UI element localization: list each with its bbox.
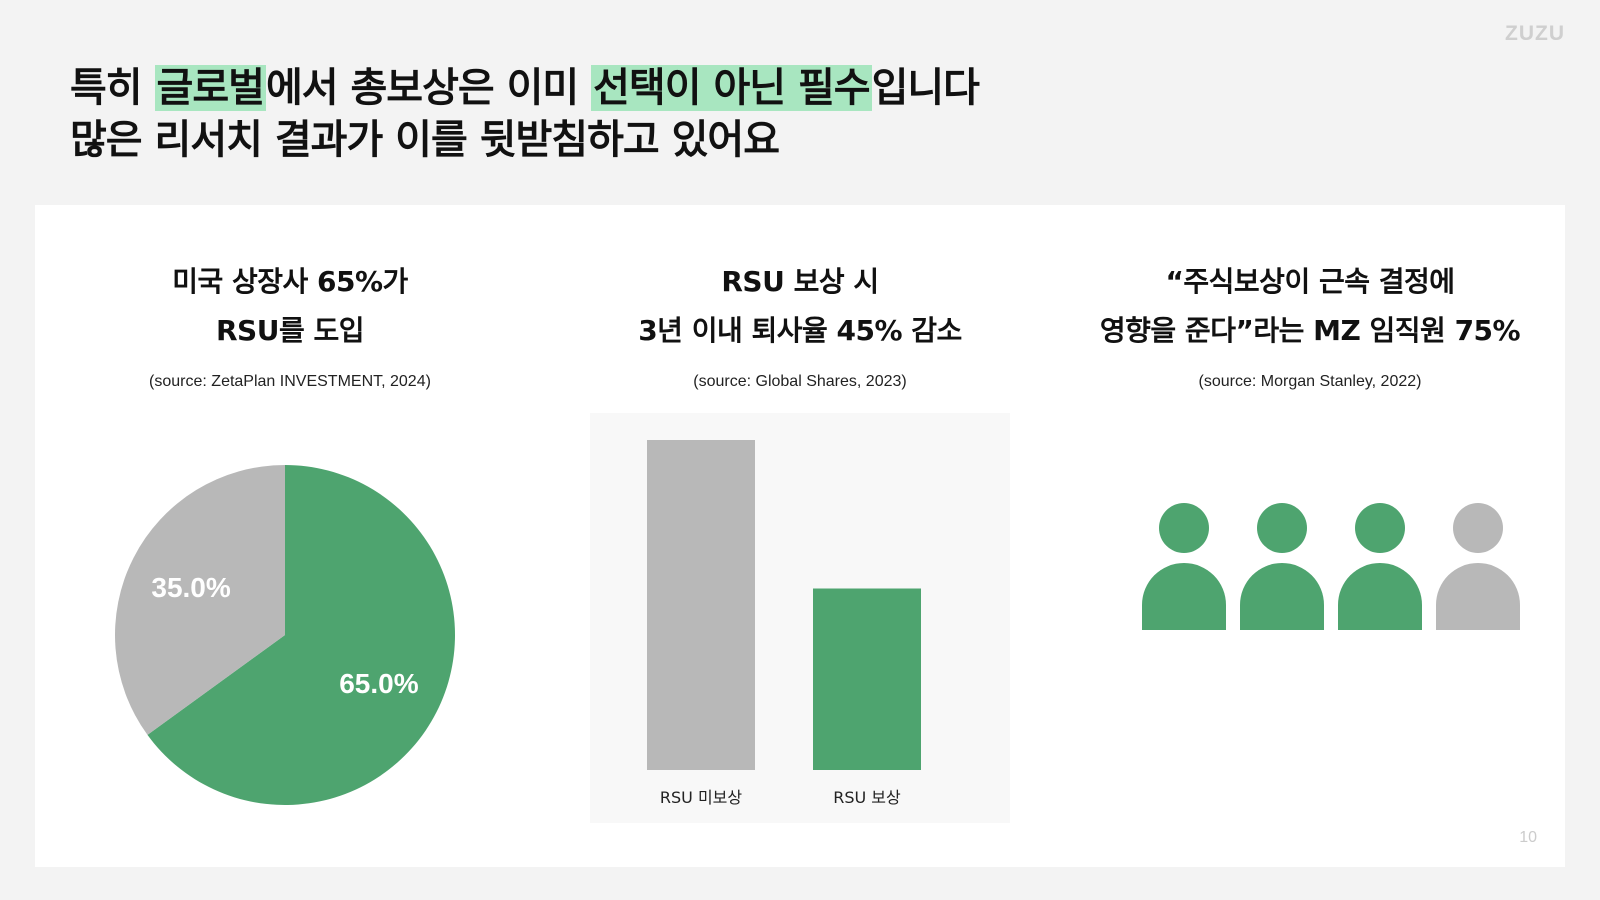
stat-title-line-1: 미국 상장사 65%가 — [172, 265, 408, 298]
person-icon-highlighted — [1142, 503, 1226, 630]
pie-slice-label: 65.0% — [339, 668, 418, 699]
pie-slice-label: 35.0% — [151, 572, 230, 603]
person-head — [1257, 503, 1307, 553]
headline-text: 입니다 — [871, 65, 980, 111]
headline-highlight: 선택이 아닌 필수 — [591, 65, 872, 111]
headline-line-2: 많은 리서치 결과가 이를 뒷받침하고 있어요 — [70, 117, 780, 163]
bar — [647, 440, 755, 770]
stat-title: 미국 상장사 65%가 RSU를 도입 — [35, 257, 545, 355]
person-head — [1355, 503, 1405, 553]
stat-title-line-1: “주식보상이 근속 결정에 — [1165, 265, 1456, 298]
headline-text: 에서 총보상은 이미 — [265, 65, 592, 111]
bar-category-label: RSU 미보상 — [660, 788, 743, 807]
person-icon-highlighted — [1338, 503, 1422, 630]
bar-category-label: RSU 보상 — [833, 788, 901, 807]
person-icon-highlighted — [1240, 503, 1324, 630]
person-body — [1436, 563, 1520, 630]
person-head — [1453, 503, 1503, 553]
rsu-adoption-pie-chart: 65.0% 35.0% — [115, 465, 455, 805]
pie-slice — [147, 465, 455, 805]
stat-column-mz-employees: “주식보상이 근속 결정에 영향을 준다”라는 MZ 임직원 75% (sour… — [1055, 205, 1565, 391]
stat-title-line-2: RSU를 도입 — [216, 314, 365, 347]
person-head — [1159, 503, 1209, 553]
person-body — [1142, 563, 1226, 630]
stat-title-line-2: 3년 이내 퇴사율 45% 감소 — [638, 314, 962, 347]
stat-title-line-2: 영향을 준다”라는 MZ 임직원 75% — [1099, 314, 1521, 347]
page-number: 10 — [1519, 829, 1537, 846]
pie-slice — [115, 465, 285, 735]
stat-source: (source: Global Shares, 2023) — [693, 373, 907, 390]
person-body — [1338, 563, 1422, 630]
turnover-bar-chart: RSU 미보상 RSU 보상 — [590, 413, 1010, 823]
stat-source: (source: ZetaPlan INVESTMENT, 2024) — [149, 373, 431, 390]
headline-line-1: 특히 글로벌에서 총보상은 이미 선택이 아닌 필수입니다 — [70, 62, 980, 114]
person-icon — [1436, 503, 1520, 630]
headline-highlight: 글로벌 — [154, 65, 266, 111]
page-headline: 특히 글로벌에서 총보상은 이미 선택이 아닌 필수입니다 많은 리서치 결과가… — [70, 62, 980, 166]
stat-source: (source: Morgan Stanley, 2022) — [1198, 373, 1422, 390]
headline-text: 특히 — [70, 65, 155, 111]
brand-logo: ZUZU — [1505, 22, 1565, 45]
stat-title-line-1: RSU 보상 시 — [721, 265, 879, 298]
stat-column-listed-companies: 미국 상장사 65%가 RSU를 도입 (source: ZetaPlan IN… — [35, 205, 545, 391]
stat-column-retention: RSU 보상 시 3년 이내 퇴사율 45% 감소 (source: Globa… — [545, 205, 1055, 391]
stat-title: RSU 보상 시 3년 이내 퇴사율 45% 감소 — [545, 257, 1055, 355]
stat-title: “주식보상이 근속 결정에 영향을 준다”라는 MZ 임직원 75% — [1055, 257, 1565, 355]
employee-pictogram — [1142, 503, 1520, 630]
content-panel: 미국 상장사 65%가 RSU를 도입 (source: ZetaPlan IN… — [35, 205, 1565, 867]
person-body — [1240, 563, 1324, 630]
bar — [813, 588, 921, 770]
